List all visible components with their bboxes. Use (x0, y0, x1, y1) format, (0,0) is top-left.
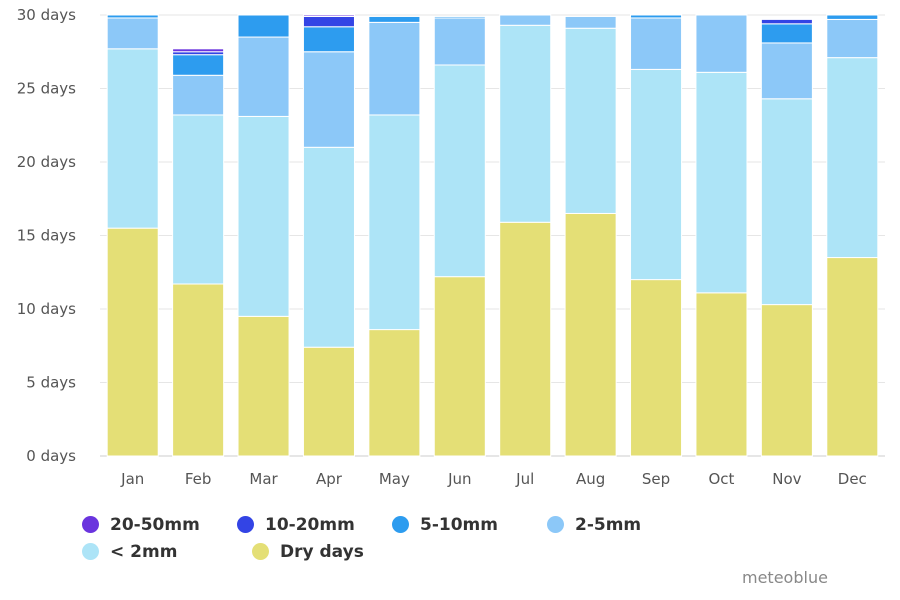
bar-segment (172, 283, 225, 457)
bar-segment (302, 346, 355, 457)
x-tick-label: Jan (120, 470, 144, 488)
bar-segment (433, 64, 486, 278)
bar-segment (826, 57, 879, 259)
y-tick-label: 20 days (17, 153, 76, 171)
bar-segment (237, 36, 290, 117)
bar-segment (302, 51, 355, 148)
bar-segment (237, 315, 290, 457)
bar-segment (564, 15, 617, 29)
precipitation-days-chart: 0 days 5 days 10 days 15 days 20 days 25 days… (17, 6, 885, 488)
bar-segment (499, 221, 552, 457)
bar-segment (172, 114, 225, 285)
bar-segment (368, 329, 421, 457)
x-axis: Jan Feb Mar Apr May Jun Jul Aug Sep Oct Nov Dec (120, 470, 867, 488)
bar-segment (106, 14, 159, 19)
chart-legend: 20-50mm 10-20mm 5-10mm 2-5mm < 2mm Dry days (82, 514, 842, 562)
bar-segment (760, 304, 813, 457)
legend-label: 10-20mm (265, 514, 355, 535)
y-tick-label: 10 days (17, 300, 76, 318)
x-tick-label: Feb (185, 470, 212, 488)
x-tick-label: Apr (316, 470, 343, 488)
legend-swatch-icon (237, 516, 254, 533)
bar-segment (106, 227, 159, 457)
x-tick-label: Mar (249, 470, 278, 488)
bar-segment (826, 14, 879, 20)
x-tick-label: May (379, 470, 410, 488)
legend-item[interactable]: 20-50mm (82, 514, 237, 535)
bar-segment (499, 14, 552, 26)
bar-segment (368, 15, 421, 23)
bar-segment (499, 24, 552, 223)
bar-segment (760, 98, 813, 306)
legend-swatch-icon (252, 543, 269, 560)
bar-segment (302, 146, 355, 348)
bar-segment (564, 212, 617, 457)
legend-item[interactable]: Dry days (252, 541, 407, 562)
bar-segment (695, 292, 748, 457)
x-tick-label: Nov (772, 470, 801, 488)
bar-segment (760, 42, 813, 100)
bar-segment (302, 14, 355, 17)
bar-segment (106, 17, 159, 50)
bar-segment (760, 23, 813, 44)
bar-segment (826, 257, 879, 457)
bar-segment (760, 18, 813, 25)
credit-text: meteoblue (742, 568, 828, 587)
bar-segment (630, 68, 683, 281)
bar-segment (433, 276, 486, 457)
legend-label: 5-10mm (420, 514, 498, 535)
stacked-bars (106, 14, 879, 457)
bar-segment (695, 14, 748, 73)
bar-segment (172, 54, 225, 76)
bar-segment (172, 48, 225, 53)
y-tick-label: 15 days (17, 227, 76, 245)
legend-label: < 2mm (110, 541, 178, 562)
bar-segment (106, 48, 159, 229)
legend-item[interactable]: 5-10mm (392, 514, 547, 535)
y-tick-label: 0 days (26, 447, 76, 465)
legend-swatch-icon (392, 516, 409, 533)
bar-segment (564, 27, 617, 214)
x-tick-label: Aug (576, 470, 605, 488)
bar-segment (630, 279, 683, 457)
bar-segment (630, 14, 683, 19)
bar-segment (172, 74, 225, 116)
x-tick-label: Jun (447, 470, 471, 488)
legend-item[interactable]: 10-20mm (237, 514, 392, 535)
x-tick-label: Dec (838, 470, 867, 488)
legend-label: Dry days (280, 541, 364, 562)
legend-item[interactable]: 2-5mm (547, 514, 702, 535)
bar-segment (630, 17, 683, 70)
x-tick-label: Oct (708, 470, 734, 488)
bar-segment (695, 71, 748, 294)
legend-swatch-icon (82, 516, 99, 533)
bar-segment (237, 115, 290, 317)
x-tick-label: Jul (515, 470, 534, 488)
bar-segment (826, 18, 879, 59)
y-axis: 0 days 5 days 10 days 15 days 20 days 25 days… (17, 6, 76, 465)
bar-segment (302, 15, 355, 28)
gridlines (100, 14, 885, 457)
legend-label: 2-5mm (575, 514, 642, 535)
legend-swatch-icon (547, 516, 564, 533)
y-tick-label: 25 days (17, 80, 76, 98)
x-tick-label: Sep (642, 470, 670, 488)
legend-item[interactable]: < 2mm (82, 541, 252, 562)
y-tick-label: 30 days (17, 6, 76, 24)
y-tick-label: 5 days (26, 374, 76, 392)
legend-swatch-icon (82, 543, 99, 560)
bar-segment (433, 17, 486, 66)
bar-segment (433, 15, 486, 19)
legend-label: 20-50mm (110, 514, 200, 535)
bar-segment (368, 114, 421, 331)
bar-segment (368, 21, 421, 116)
bar-segment (237, 14, 290, 38)
bar-segment (302, 26, 355, 53)
